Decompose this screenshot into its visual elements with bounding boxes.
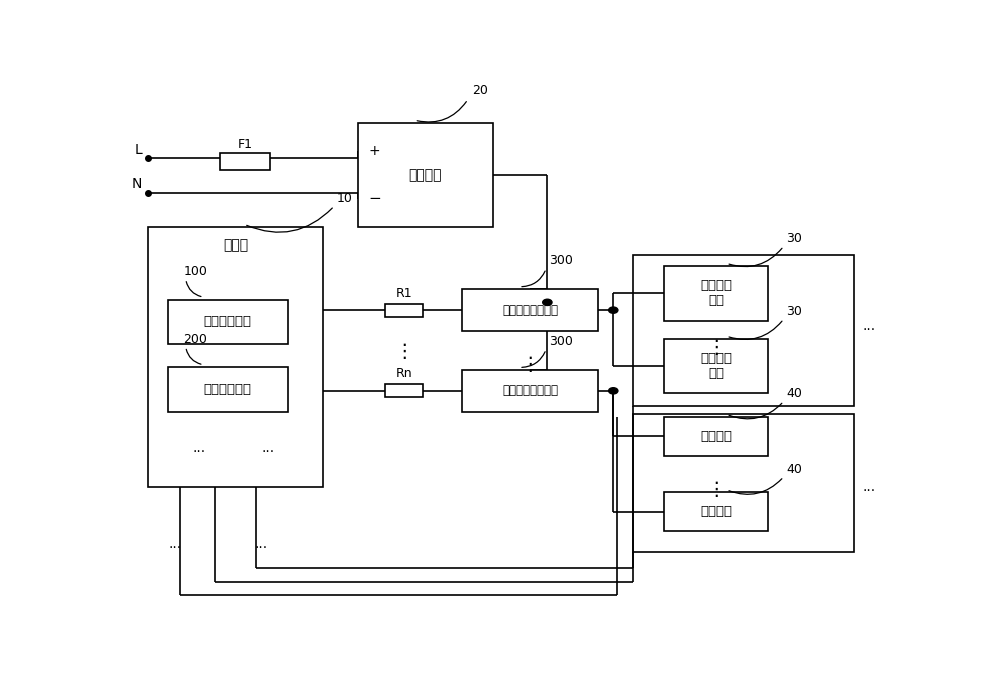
- Text: F1: F1: [238, 138, 253, 151]
- Text: ...: ...: [169, 537, 182, 552]
- Text: 300: 300: [549, 335, 573, 348]
- Text: ⋮: ⋮: [706, 338, 725, 357]
- Bar: [385, 304, 423, 316]
- Text: 200: 200: [183, 333, 207, 345]
- Text: ...: ...: [862, 480, 876, 494]
- Bar: [462, 370, 598, 412]
- Circle shape: [609, 307, 618, 313]
- Bar: [664, 417, 768, 456]
- Text: 直流电源: 直流电源: [409, 168, 442, 182]
- Bar: [385, 385, 423, 397]
- Text: 显示电路: 显示电路: [700, 506, 732, 518]
- Text: 10: 10: [337, 192, 352, 205]
- Text: ...: ...: [262, 441, 275, 455]
- Text: 100: 100: [183, 265, 207, 278]
- Bar: [220, 153, 270, 170]
- Text: L: L: [134, 143, 142, 157]
- Text: 40: 40: [786, 462, 802, 476]
- Bar: [462, 289, 598, 331]
- Text: 30: 30: [786, 232, 802, 245]
- Bar: [633, 256, 854, 406]
- Text: 单片机: 单片机: [223, 238, 248, 252]
- Circle shape: [543, 299, 552, 306]
- Text: ⋮: ⋮: [394, 342, 414, 361]
- Text: 30: 30: [786, 305, 802, 318]
- Circle shape: [609, 388, 618, 394]
- Text: 信号检测
电路: 信号检测 电路: [700, 352, 732, 380]
- Bar: [664, 492, 768, 531]
- Text: ...: ...: [254, 537, 267, 552]
- Text: 电源输出控制模块: 电源输出控制模块: [502, 304, 558, 316]
- Text: R1: R1: [396, 287, 412, 299]
- Text: 时间判断模块: 时间判断模块: [204, 383, 252, 396]
- Text: ⋮: ⋮: [706, 480, 725, 500]
- Bar: [168, 368, 288, 412]
- Bar: [148, 227, 323, 487]
- Text: −: −: [368, 191, 381, 206]
- Bar: [358, 123, 493, 227]
- Bar: [633, 414, 854, 552]
- Text: 40: 40: [786, 387, 802, 400]
- Text: 信号检测
电路: 信号检测 电路: [700, 279, 732, 307]
- Text: 电源输出控制模块: 电源输出控制模块: [502, 385, 558, 397]
- Text: Rn: Rn: [396, 368, 412, 381]
- Text: 300: 300: [549, 254, 573, 268]
- Bar: [664, 339, 768, 393]
- Text: 20: 20: [472, 84, 488, 97]
- Text: 显示电路: 显示电路: [700, 430, 732, 443]
- Text: ...: ...: [192, 441, 205, 455]
- Text: ⋮: ⋮: [520, 356, 539, 375]
- Text: ...: ...: [862, 319, 876, 333]
- Text: 启动判断模块: 启动判断模块: [204, 316, 252, 329]
- Text: N: N: [132, 178, 142, 191]
- Text: +: +: [368, 144, 380, 158]
- Bar: [168, 299, 288, 344]
- Bar: [664, 266, 768, 320]
